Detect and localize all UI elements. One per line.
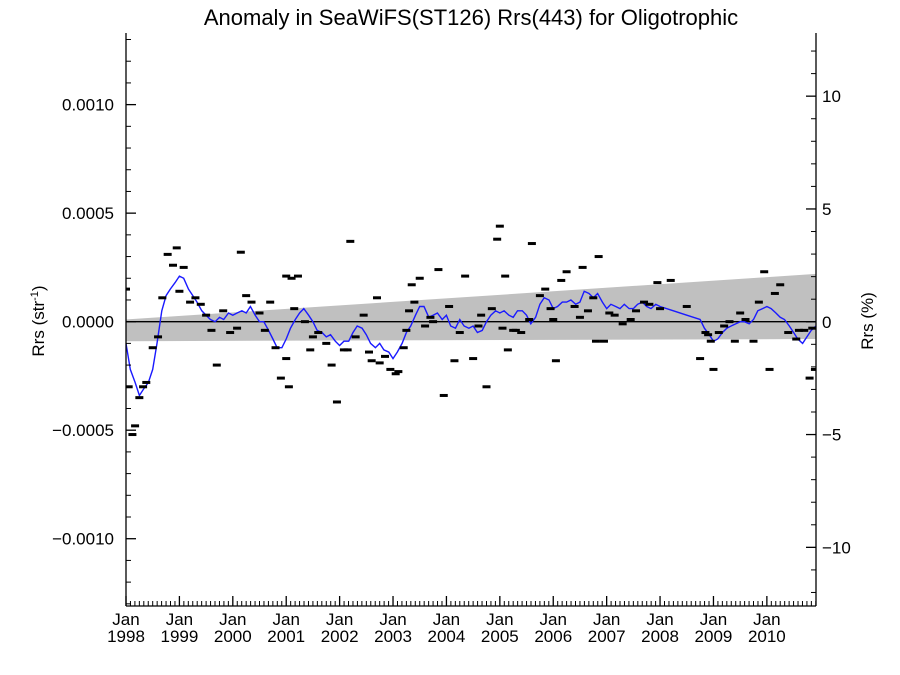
- trend-band-layer: [126, 273, 816, 342]
- tick-labels-layer: 0.0010 0.0005 0.0000 −0.0005 −0.0010 10 5 0 −5 −1…: [52, 87, 851, 646]
- x-tick-label-month: Jan: [166, 610, 193, 629]
- chart-title: Anomaly in SeaWiFS(ST126) Rrs(443) for O…: [204, 5, 738, 30]
- x-tick-label-year: 2009: [695, 627, 733, 646]
- x-tick-label-month: Jan: [646, 610, 673, 629]
- x-tick-label-month: Jan: [112, 610, 139, 629]
- x-tick-label-month: Jan: [753, 610, 780, 629]
- y-right-tick-label: −5: [822, 426, 841, 445]
- y-right-tick-label: 5: [822, 200, 831, 219]
- x-tick-label-year: 2004: [428, 627, 466, 646]
- x-tick-label-month: Jan: [273, 610, 300, 629]
- x-tick-label-year: 2001: [267, 627, 305, 646]
- y-left-tick-label: 0.0005: [62, 204, 114, 223]
- x-tick-label-year: 2002: [321, 627, 359, 646]
- x-tick-label-year: 2005: [481, 627, 519, 646]
- y-right-tick-label: 0: [822, 313, 831, 332]
- x-tick-label-year: 1999: [160, 627, 198, 646]
- ticks-layer: [125, 39, 817, 606]
- x-tick-label-month: Jan: [219, 610, 246, 629]
- x-tick-label-year: 2003: [374, 627, 412, 646]
- x-tick-label-month: Jan: [486, 610, 513, 629]
- trend-band: [126, 273, 816, 342]
- y-axis-left-label-close: ): [29, 285, 48, 291]
- x-tick-label-month: Jan: [326, 610, 353, 629]
- x-tick-label-month: Jan: [700, 610, 727, 629]
- y-axis-left-label-superscript: -1: [29, 291, 41, 301]
- y-axis-right-label: Rrs (%): [858, 292, 877, 350]
- x-tick-label-year: 1998: [107, 627, 145, 646]
- y-axis-left-label-text: Rrs (str: [29, 301, 48, 357]
- smoothed-anomaly-line: [126, 275, 816, 398]
- smoothed-line-layer: [126, 275, 816, 398]
- x-tick-label-month: Jan: [540, 610, 567, 629]
- x-tick-label-month: Jan: [593, 610, 620, 629]
- x-tick-label-year: 2006: [534, 627, 572, 646]
- y-left-tick-label: −0.0010: [52, 530, 114, 549]
- y-axis-left-label: Rrs (str-1): [29, 285, 48, 356]
- y-right-tick-label: 10: [822, 87, 841, 106]
- y-left-tick-label: 0.0010: [62, 96, 114, 115]
- y-left-tick-label: −0.0005: [52, 421, 114, 440]
- x-tick-label-year: 2010: [748, 627, 786, 646]
- axes-layer: [125, 33, 817, 607]
- x-tick-label-month: Jan: [433, 610, 460, 629]
- y-right-tick-label: −10: [822, 538, 851, 557]
- data-markers-layer: [126, 224, 816, 437]
- x-tick-label-year: 2008: [641, 627, 679, 646]
- x-tick-label-year: 2007: [588, 627, 626, 646]
- x-tick-label-year: 2000: [214, 627, 252, 646]
- x-tick-label-month: Jan: [379, 610, 406, 629]
- y-left-tick-label: 0.0000: [62, 313, 114, 332]
